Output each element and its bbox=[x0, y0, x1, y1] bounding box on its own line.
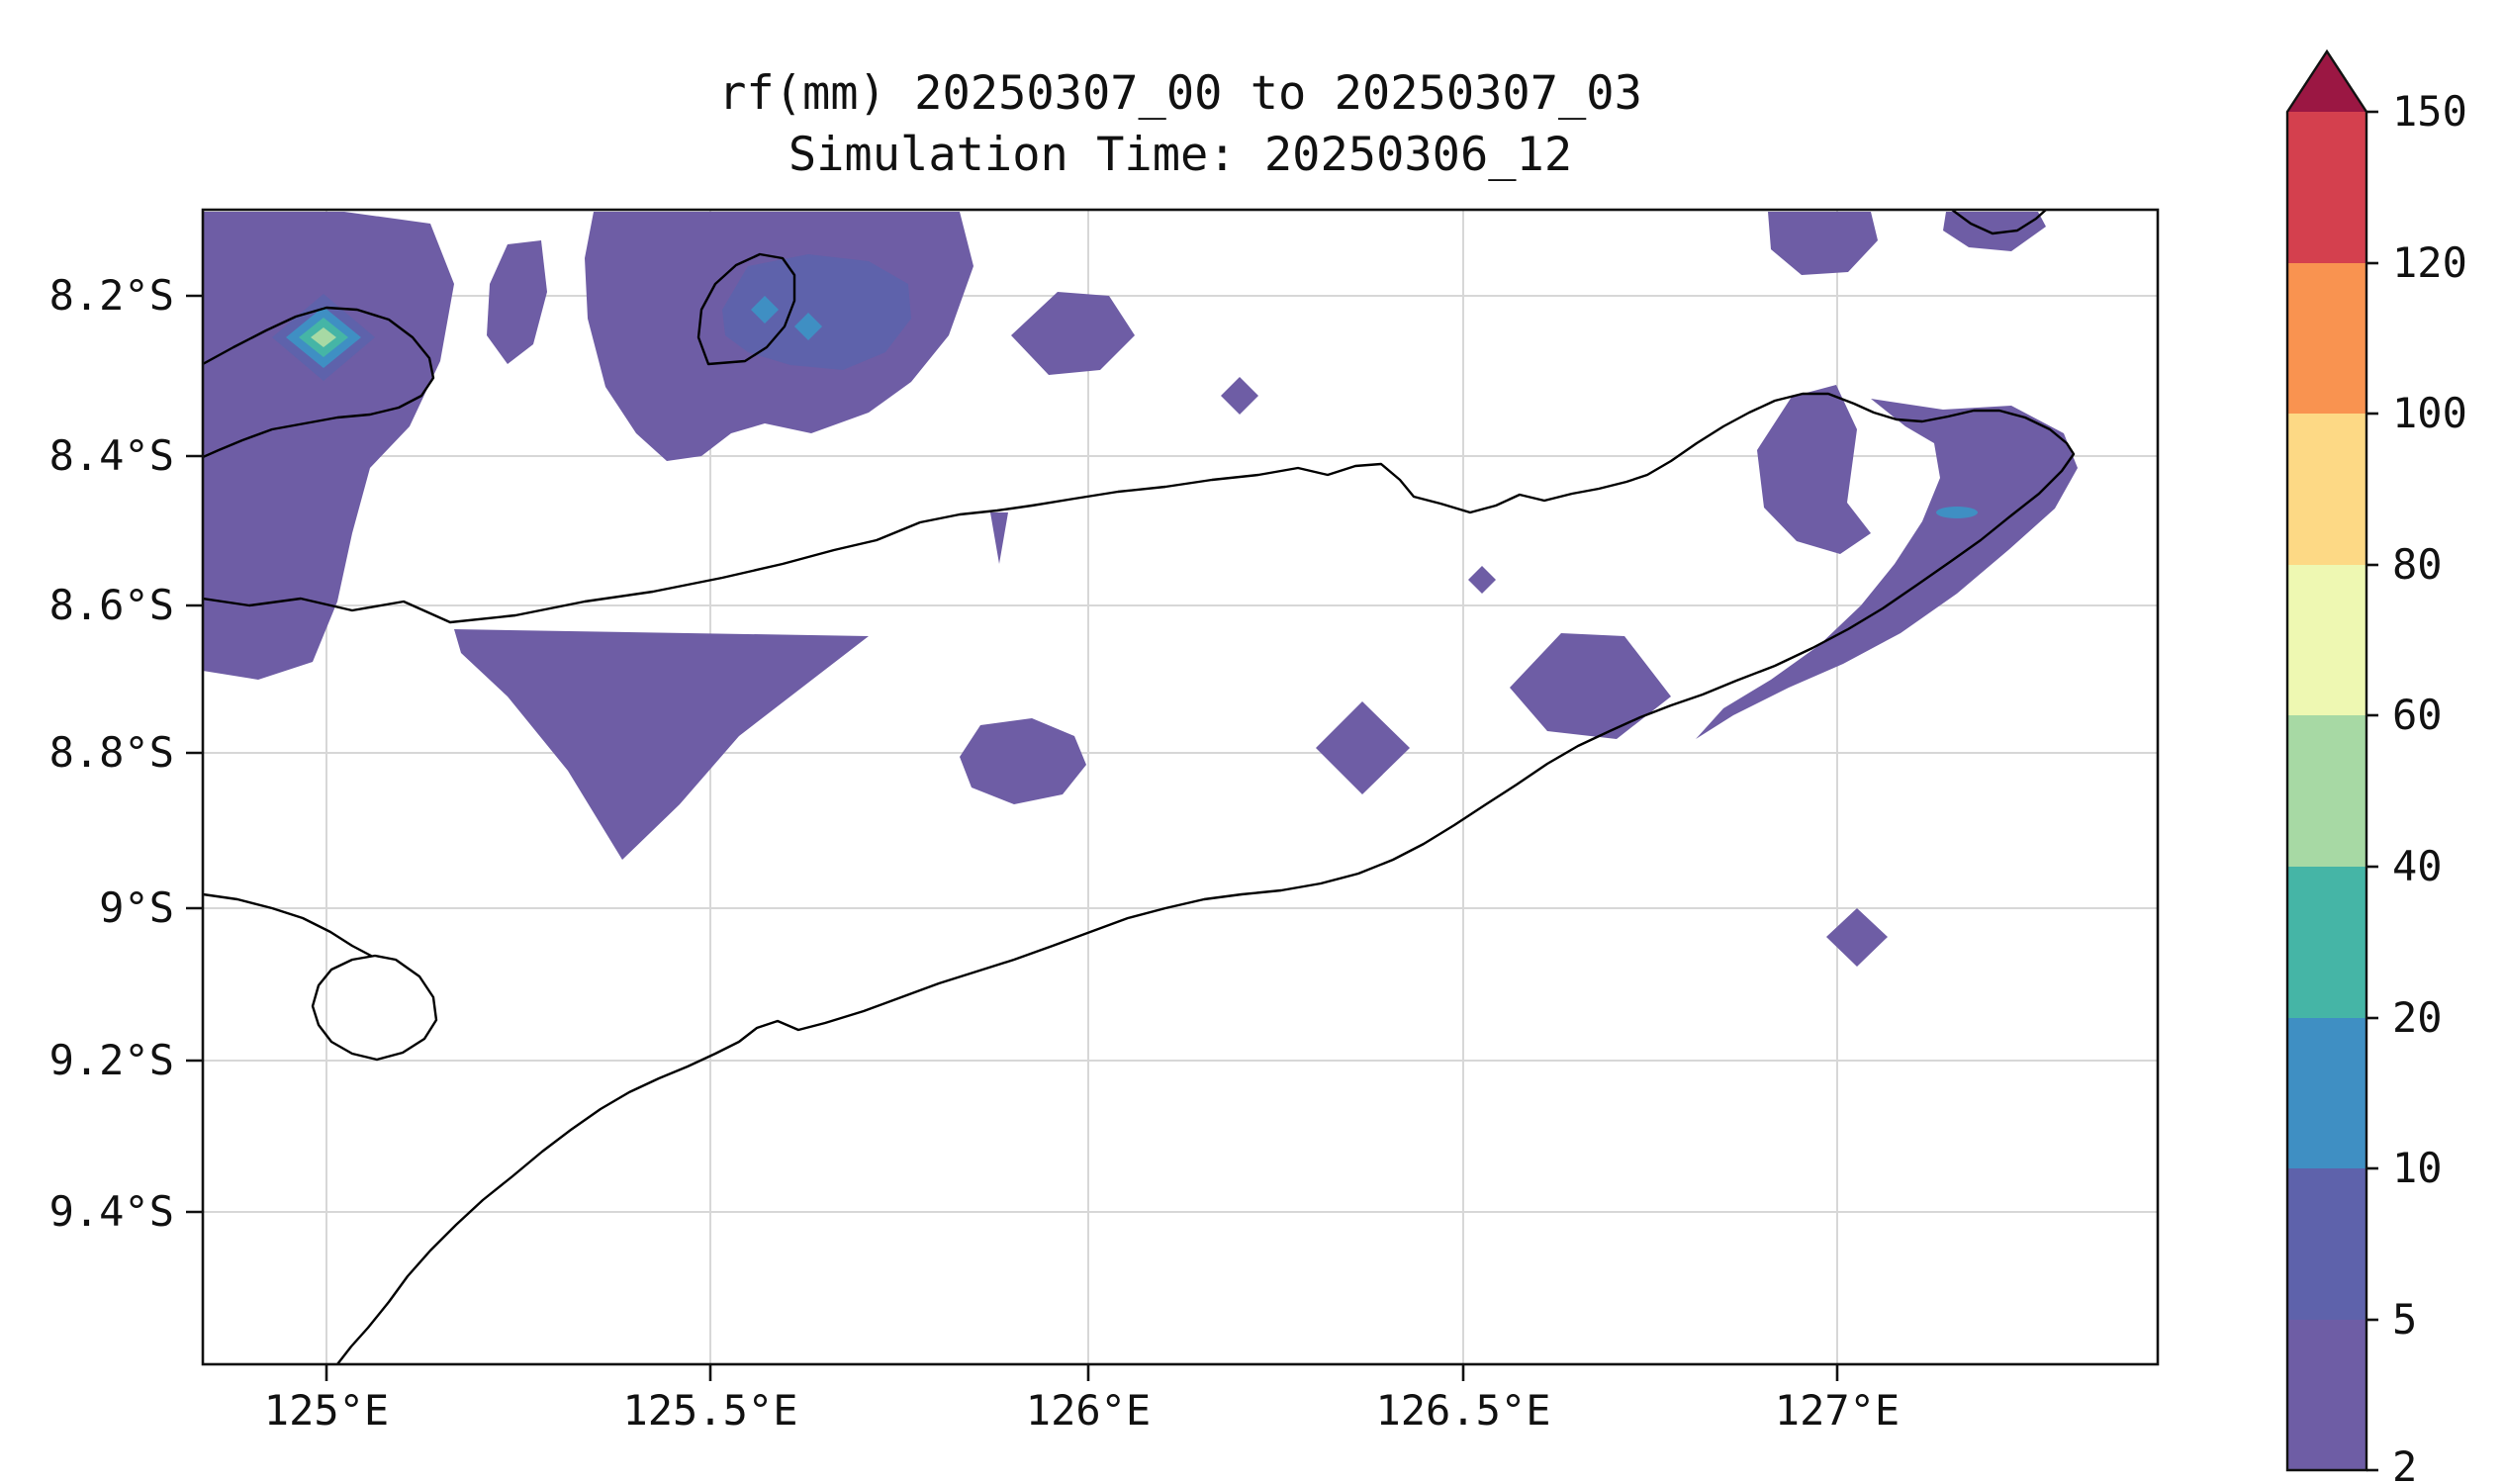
x-axis-labels: 125°E 125.5°E 126°E 126.5°E 127°E bbox=[264, 1386, 1900, 1435]
colorbar-label-2: 2 bbox=[2392, 1442, 2417, 1484]
colorbar-seg-10-20 bbox=[2287, 1018, 2366, 1168]
y-tick-label: 9.2°S bbox=[49, 1036, 174, 1084]
x-tick-label: 125.5°E bbox=[622, 1386, 797, 1435]
x-tick-label: 125°E bbox=[264, 1386, 389, 1435]
colorbar-labels: 150 120 100 80 60 40 20 10 5 2 bbox=[2392, 87, 2467, 1484]
colorbar-outline bbox=[2285, 48, 2368, 1472]
colorbar-label-10: 10 bbox=[2392, 1144, 2443, 1192]
rain-cell-inland-diamond bbox=[1316, 701, 1410, 794]
rain-cell-small-nw bbox=[487, 240, 547, 364]
colorbar-label-20: 20 bbox=[2392, 993, 2443, 1042]
colorbar-seg-20-40 bbox=[2287, 867, 2366, 1018]
colorbar-label-40: 40 bbox=[2392, 842, 2443, 890]
coastline-small-island-north bbox=[696, 252, 796, 366]
rain-cell-east-lobe bbox=[1757, 385, 1871, 554]
x-tick-label: 126°E bbox=[1026, 1386, 1151, 1435]
colorbar-seg-60-80 bbox=[2287, 565, 2366, 715]
rain-cell-east-band bbox=[1696, 399, 2078, 739]
rain-cell-southeast-diamond bbox=[1826, 908, 1888, 967]
colorbar-label-80: 80 bbox=[2392, 540, 2443, 589]
colorbar-label-5: 5 bbox=[2392, 1295, 2417, 1344]
plot-title: rf(mm) 20250307_00 to 20250307_03 bbox=[718, 66, 1642, 121]
plot-subtitle: Simulation Time: 20250306_12 bbox=[788, 128, 1572, 182]
rain-cell-coast-spike bbox=[990, 512, 1008, 564]
rain-cell-inland-wedge bbox=[454, 629, 869, 860]
coastline-west-island-tip bbox=[203, 306, 435, 459]
tick-marks bbox=[186, 294, 1839, 1381]
colorbar-seg-5-10 bbox=[2287, 1168, 2366, 1320]
y-tick-label: 8.8°S bbox=[49, 728, 174, 777]
colorbar-seg-2-5 bbox=[2287, 1320, 2366, 1470]
coastline-northeast-island bbox=[1950, 210, 2048, 235]
rain-cell-tiny-mid bbox=[1468, 566, 1496, 594]
lake-outline bbox=[311, 954, 438, 1062]
x-tick-label: 126.5°E bbox=[1375, 1386, 1550, 1435]
rain-cell-west-core-40 bbox=[311, 327, 336, 347]
y-axis-labels: 8.2°S 8.4°S 8.6°S 8.8°S 9°S 9.2°S 9.4°S bbox=[49, 271, 174, 1236]
colorbar-seg-100-120 bbox=[2287, 263, 2366, 414]
colorbar-label-100: 100 bbox=[2392, 389, 2467, 437]
rain-cell-inland-round bbox=[960, 718, 1086, 804]
rain-cell-north-central-spot-1 bbox=[751, 296, 779, 324]
colorbar-seg-120-150 bbox=[2287, 112, 2366, 263]
rainfall-contours bbox=[203, 212, 2078, 967]
border-line-west bbox=[203, 892, 373, 958]
colorbar-label-60: 60 bbox=[2392, 691, 2443, 739]
colorbar-seg-80-100 bbox=[2287, 414, 2366, 565]
rain-cell-quad bbox=[1510, 633, 1671, 739]
colorbar-ticks bbox=[2366, 110, 2378, 1472]
y-tick-label: 8.4°S bbox=[49, 431, 174, 480]
axes-frame bbox=[201, 208, 2160, 1366]
rain-cell-east-band-sliver bbox=[1936, 507, 1978, 518]
colorbar-label-120: 120 bbox=[2392, 238, 2467, 287]
rain-cell-west-outer bbox=[203, 212, 454, 680]
colorbar-label-150: 150 bbox=[2392, 87, 2467, 136]
x-tick-label: 127°E bbox=[1775, 1386, 1900, 1435]
y-tick-label: 9.4°S bbox=[49, 1187, 174, 1236]
colorbar-seg-40-60 bbox=[2287, 715, 2366, 867]
rain-cell-north-lozenge bbox=[1011, 292, 1135, 375]
y-tick-label: 8.2°S bbox=[49, 271, 174, 320]
y-tick-label: 9°S bbox=[99, 883, 174, 932]
colorbar: 150 120 100 80 60 40 20 10 5 2 bbox=[2285, 48, 2467, 1484]
rain-cell-north-central-inner bbox=[722, 254, 911, 370]
coastline-timor-main bbox=[203, 392, 2076, 1364]
rain-cell-top-right-1 bbox=[1768, 212, 1878, 275]
coastlines bbox=[203, 210, 2076, 1364]
y-tick-label: 8.6°S bbox=[49, 581, 174, 629]
rain-cell-tiny-north bbox=[1221, 377, 1258, 415]
rain-cell-north-central-spot-2 bbox=[794, 313, 822, 340]
colorbar-extend-arrow bbox=[2287, 51, 2366, 112]
